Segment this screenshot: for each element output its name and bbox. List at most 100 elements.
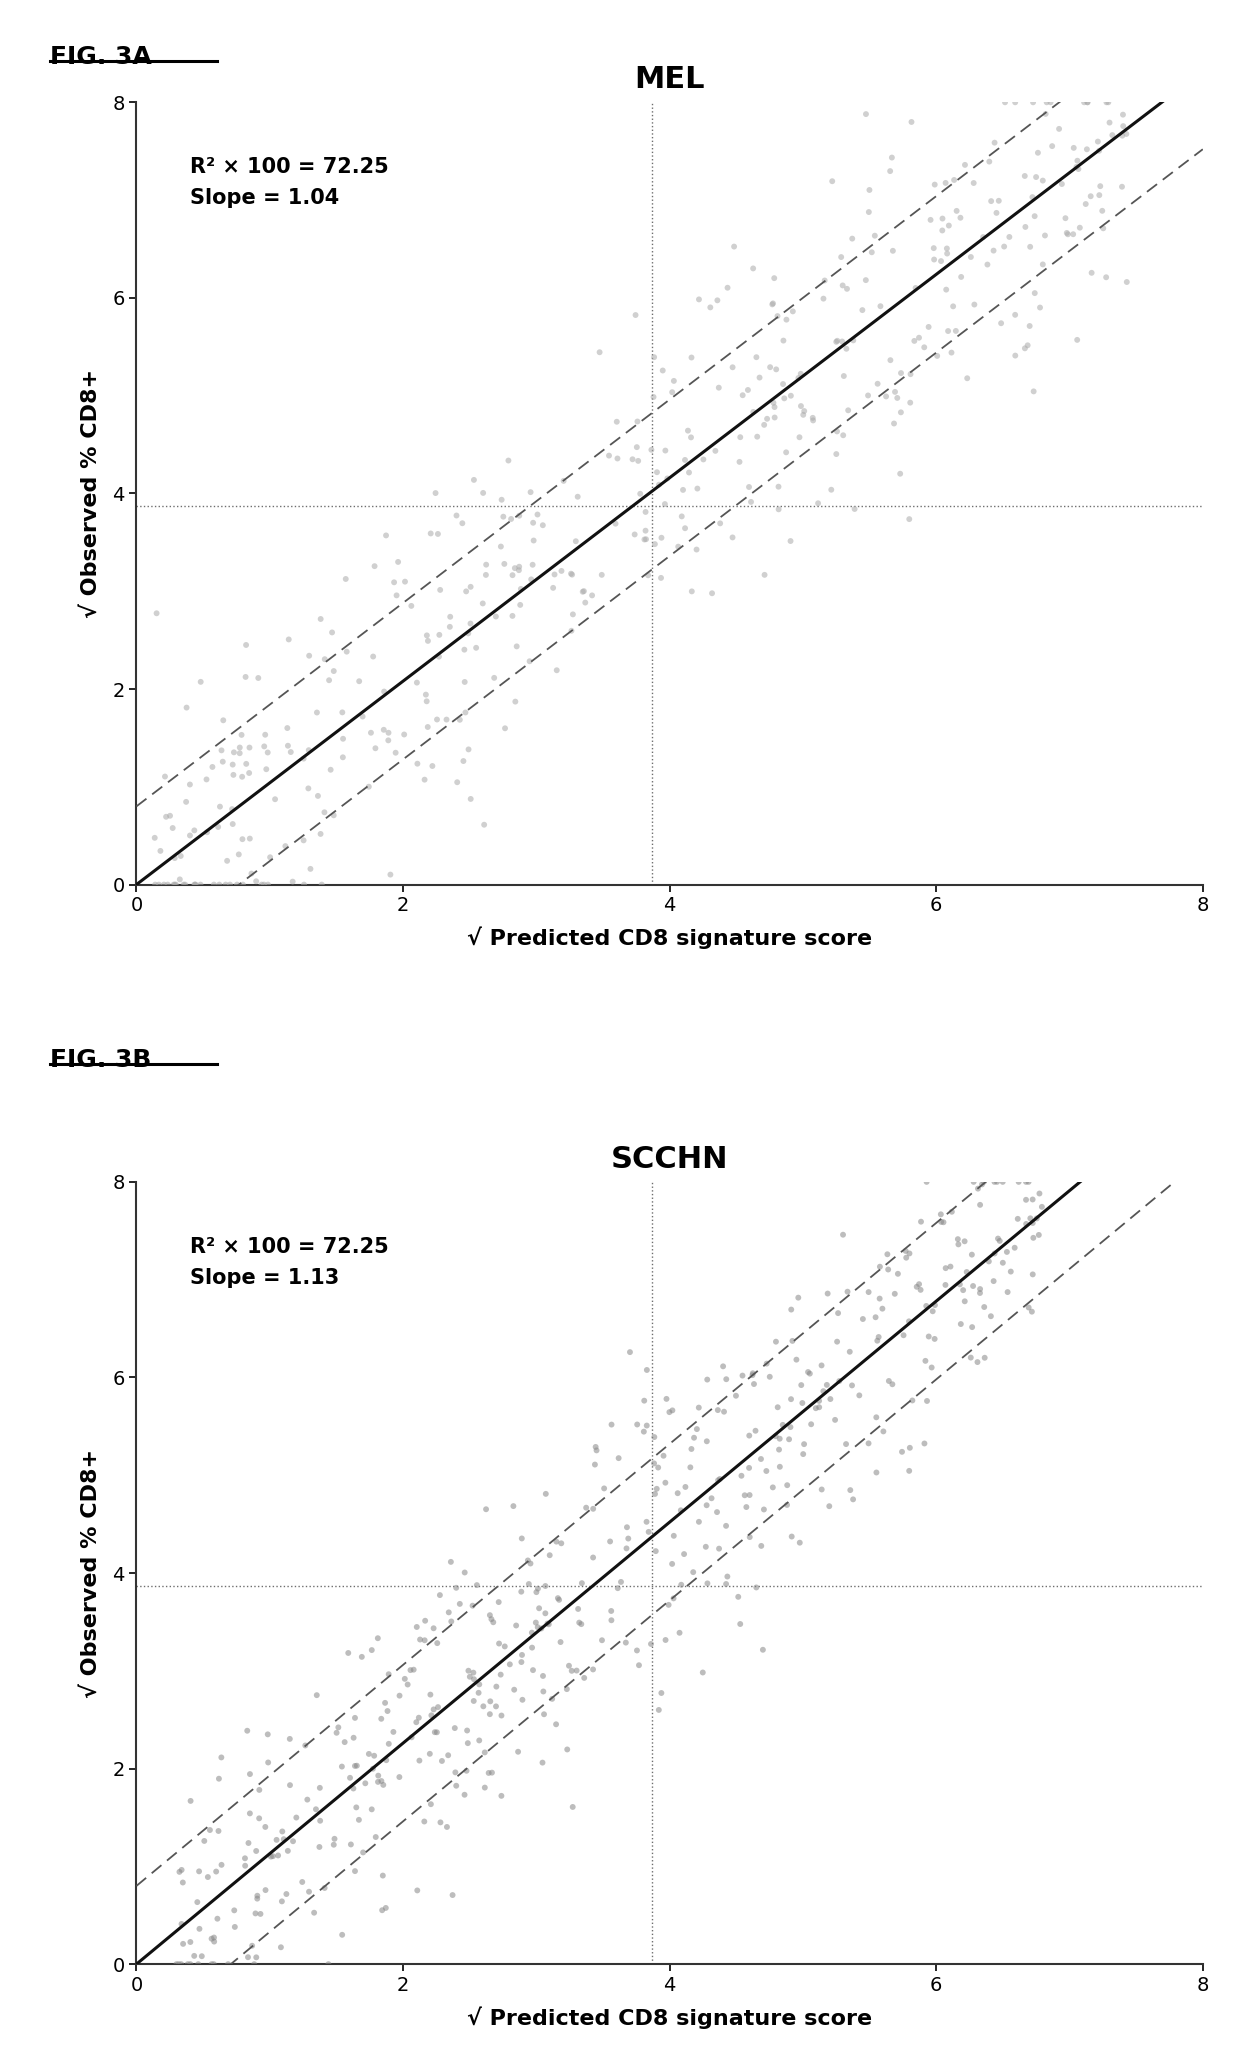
Point xyxy=(672,499,692,532)
Point xyxy=(505,552,525,585)
Point xyxy=(1081,180,1101,213)
Point xyxy=(210,868,229,900)
Point xyxy=(651,1676,671,1708)
Point xyxy=(424,1692,444,1725)
Point xyxy=(208,810,228,843)
Point xyxy=(247,1942,267,1974)
Point xyxy=(568,1592,588,1625)
Point xyxy=(414,1805,434,1837)
Point xyxy=(563,1790,583,1823)
Point xyxy=(464,1684,484,1717)
Point xyxy=(932,215,952,248)
Point xyxy=(414,763,434,796)
Point xyxy=(758,403,777,436)
Point xyxy=(279,624,299,657)
Point xyxy=(936,166,956,198)
Point xyxy=(866,1301,885,1334)
Point xyxy=(812,1348,832,1381)
Point xyxy=(191,665,211,698)
Point xyxy=(701,291,720,323)
Point xyxy=(911,1205,931,1238)
Point xyxy=(181,1925,201,1958)
Point xyxy=(936,1252,956,1285)
Point xyxy=(993,1166,1013,1199)
Point xyxy=(443,1878,463,1911)
Point xyxy=(781,379,801,411)
Point xyxy=(970,1189,990,1221)
Point xyxy=(616,1627,636,1659)
Point xyxy=(481,1602,501,1635)
Point xyxy=(689,1391,709,1424)
Point xyxy=(671,1569,691,1602)
Point xyxy=(224,1895,244,1927)
Point xyxy=(645,342,665,374)
Point xyxy=(345,1702,365,1735)
Point xyxy=(591,559,611,591)
Point xyxy=(324,655,343,687)
Point xyxy=(826,325,846,358)
Point xyxy=(751,1530,771,1563)
Point xyxy=(931,246,951,278)
Point xyxy=(528,1610,548,1643)
Text: FIG. 3B: FIG. 3B xyxy=(50,1048,151,1072)
Point xyxy=(552,1526,572,1559)
Point xyxy=(217,845,237,878)
Point xyxy=(180,767,200,800)
Point xyxy=(569,1606,589,1639)
Point xyxy=(939,209,959,241)
Point xyxy=(985,1238,1004,1271)
Point xyxy=(427,704,446,737)
Point xyxy=(977,248,997,280)
Point xyxy=(1029,1176,1049,1209)
Point xyxy=(456,575,476,608)
Point xyxy=(1035,98,1055,131)
Point xyxy=(436,1811,456,1843)
Point xyxy=(1099,86,1118,119)
Point xyxy=(776,436,796,469)
Point xyxy=(172,1866,192,1899)
Point xyxy=(467,1569,487,1602)
Point xyxy=(229,737,249,769)
Point xyxy=(347,1749,367,1782)
Point xyxy=(634,1416,653,1449)
Point xyxy=(294,743,314,775)
Point xyxy=(1090,170,1110,203)
Point xyxy=(961,241,981,274)
Point xyxy=(822,166,842,198)
Point xyxy=(324,798,343,831)
Point xyxy=(1006,299,1025,331)
Point xyxy=(859,196,879,229)
Point xyxy=(608,442,627,475)
Point xyxy=(171,839,191,872)
Point xyxy=(591,1625,611,1657)
Point xyxy=(480,1598,500,1631)
Point xyxy=(249,1774,269,1807)
Point xyxy=(283,1825,303,1858)
Point xyxy=(844,493,864,526)
Point xyxy=(475,1737,495,1770)
Point xyxy=(1087,125,1107,158)
Point xyxy=(1016,1183,1035,1215)
Point xyxy=(1024,276,1044,309)
Point xyxy=(985,127,1004,160)
Point xyxy=(326,1717,346,1749)
Point xyxy=(348,1803,368,1835)
Point xyxy=(534,1698,554,1731)
Point xyxy=(185,868,205,900)
Point xyxy=(724,231,744,264)
Point xyxy=(306,1680,326,1713)
Point xyxy=(241,1758,260,1790)
Point xyxy=(384,567,404,599)
Point xyxy=(299,771,319,804)
Point xyxy=(821,1383,841,1416)
Point xyxy=(946,315,966,348)
Point xyxy=(941,1250,961,1283)
Point xyxy=(904,325,924,358)
Point xyxy=(1004,1232,1024,1264)
Point xyxy=(662,376,682,409)
Point xyxy=(562,557,582,589)
Point xyxy=(1006,86,1025,119)
Point xyxy=(476,548,496,581)
Point xyxy=(1019,1291,1039,1324)
Point xyxy=(248,661,268,694)
